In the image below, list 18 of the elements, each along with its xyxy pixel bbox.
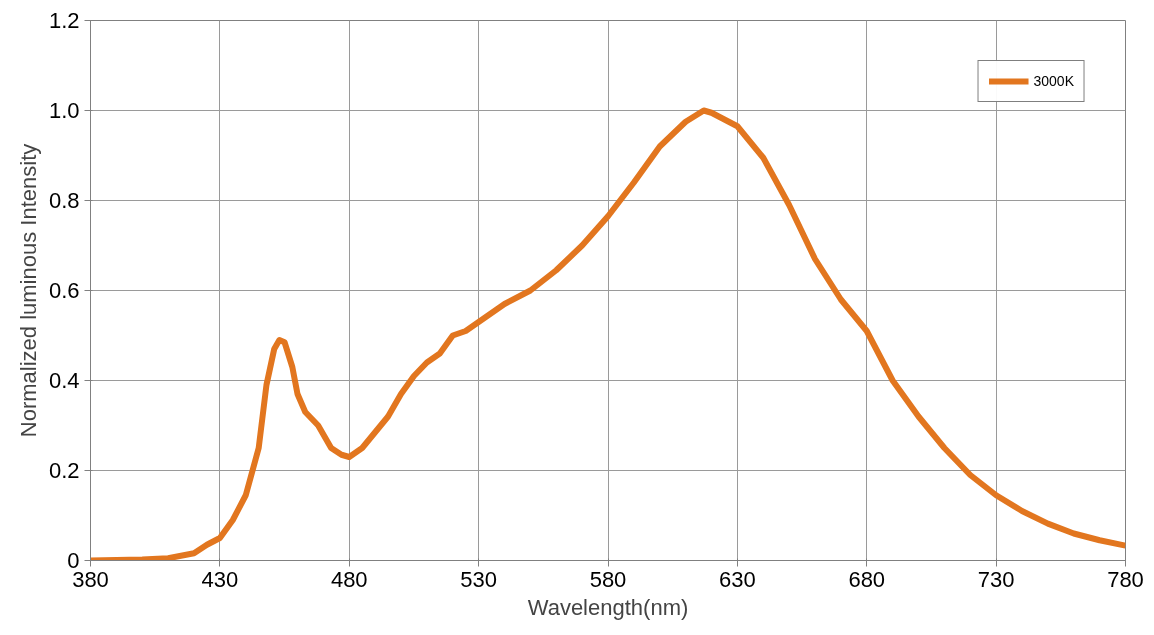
y-tick-label: 1.0: [48, 98, 80, 123]
y-tick-label: 0.2: [48, 458, 80, 483]
x-tick-label: 780: [1107, 566, 1144, 592]
y-tick-label: 0: [67, 548, 80, 573]
legend-label: 3000K: [1033, 73, 1074, 89]
y-axis-title: Normalized luminous Intensity: [15, 143, 41, 438]
y-tick-label: 0.4: [48, 368, 80, 393]
x-tick-label: 680: [848, 566, 886, 592]
x-tick-label: 430: [201, 566, 239, 592]
x-tick-label: 530: [460, 566, 497, 592]
x-axis-title: Wavelength(nm): [527, 594, 689, 620]
y-tick-label: 0.8: [48, 188, 80, 213]
y-tick-label: 0.6: [48, 278, 80, 303]
x-tick-label: 630: [719, 566, 756, 592]
y-tick-label: 1.2: [48, 8, 80, 33]
x-tick-label: 580: [589, 566, 627, 592]
x-tick-label: 480: [330, 566, 368, 592]
x-tick-label: 730: [977, 566, 1015, 592]
